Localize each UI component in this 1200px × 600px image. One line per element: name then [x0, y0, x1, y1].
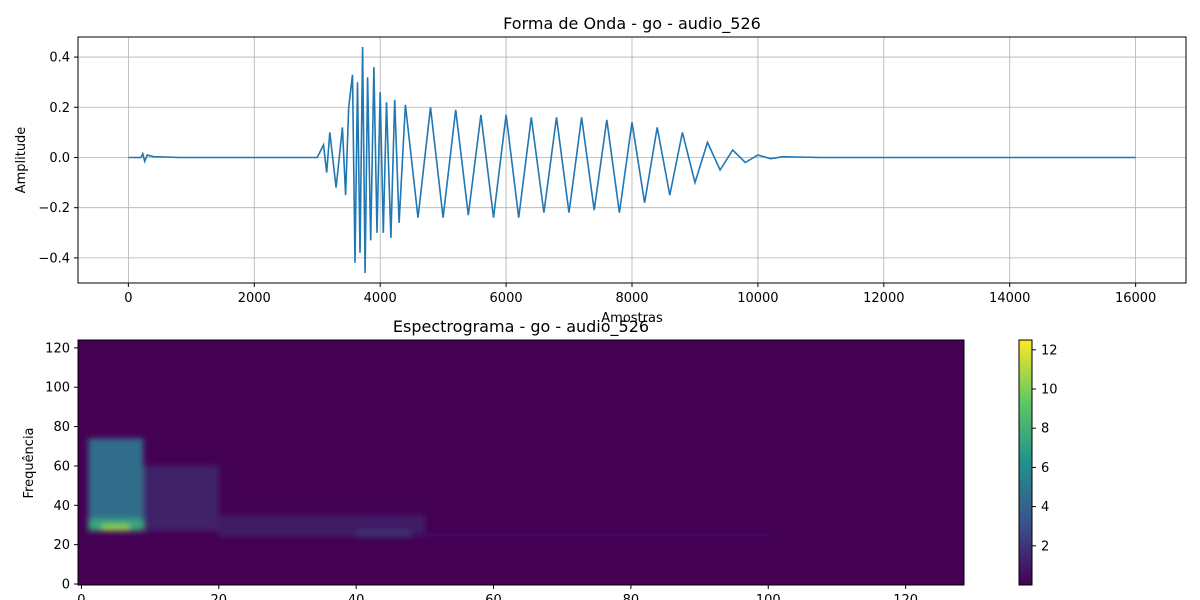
x-tick-label: 0 [77, 593, 85, 600]
x-tick-label: 10000 [737, 291, 778, 306]
waveform-x-ticks: 0 2000 4000 6000 8000 10000 12000 14000 16000 [124, 283, 1156, 306]
spectrogram-x-ticks: 0 20 40 60 80 100 120 [77, 585, 918, 600]
colorbar-tick-label: 8 [1041, 422, 1049, 437]
x-tick-label: 40 [348, 593, 365, 600]
x-tick-label: 4000 [364, 291, 397, 306]
y-tick-label: 80 [53, 420, 70, 435]
y-tick-label: 120 [45, 341, 70, 356]
colorbar-ticks: 2 4 6 8 10 12 [1032, 343, 1058, 554]
waveform-chart: 0 2000 4000 6000 8000 10000 12000 14000 16000 −0… [14, 14, 1187, 326]
colorbar-tick-label: 2 [1041, 539, 1049, 554]
x-tick-label: 16000 [1115, 291, 1156, 306]
waveform-line [128, 46, 1136, 274]
x-tick-label: 20 [211, 593, 228, 600]
spectrogram-axes-frame [77, 339, 965, 586]
y-tick-label: 100 [45, 381, 70, 396]
spectrogram-chart: 0 20 40 60 80 100 120 0 20 40 60 80 100 120 Espectro… [22, 317, 965, 600]
spectrogram-cell [102, 524, 130, 531]
waveform-title: Forma de Onda - go - audio_526 [503, 14, 761, 34]
y-tick-label: 20 [53, 538, 70, 553]
x-tick-label: 100 [756, 593, 781, 600]
x-tick-label: 60 [485, 593, 502, 600]
x-tick-label: 6000 [490, 291, 523, 306]
spectrogram-energy [88, 438, 769, 537]
waveform-y-label: Amplitude [14, 127, 29, 194]
spectrogram-title: Espectrograma - go - audio_526 [393, 317, 649, 337]
x-tick-label: 12000 [863, 291, 904, 306]
y-tick-label: 40 [53, 499, 70, 514]
colorbar-tick-label: 10 [1041, 383, 1058, 398]
colorbar-tick-label: 12 [1041, 343, 1058, 358]
y-tick-label: 0 [62, 578, 70, 593]
spectrogram-cell [143, 465, 219, 531]
y-tick-label: 0.2 [49, 101, 70, 116]
x-tick-label: 120 [893, 593, 918, 600]
x-tick-label: 14000 [989, 291, 1030, 306]
x-tick-label: 8000 [615, 291, 648, 306]
spectrogram-y-ticks: 0 20 40 60 80 100 120 [45, 341, 78, 593]
colorbar: 2 4 6 8 10 12 [1018, 339, 1058, 586]
x-tick-label: 80 [623, 593, 640, 600]
y-tick-label: 0.4 [49, 51, 70, 66]
spectrogram-cell [411, 532, 769, 537]
spectrogram-background [78, 340, 964, 585]
waveform-x-label: Amostras [601, 311, 663, 326]
waveform-y-ticks: −0.4 −0.2 0.0 0.2 0.4 [38, 51, 78, 266]
y-tick-label: 0.0 [49, 151, 70, 166]
colorbar-tick-label: 6 [1041, 461, 1049, 476]
colorbar-gradient [1018, 339, 1033, 586]
waveform-grid [78, 37, 1186, 283]
y-tick-label: 60 [53, 459, 70, 474]
spectrogram-cell [356, 530, 412, 537]
spectrogram-cell [88, 438, 144, 531]
spectrogram-y-label: Frequência [22, 427, 37, 498]
x-tick-label: 0 [124, 291, 132, 306]
y-tick-label: −0.2 [38, 201, 70, 216]
x-tick-label: 2000 [238, 291, 271, 306]
colorbar-tick-label: 4 [1041, 500, 1049, 515]
y-tick-label: −0.4 [38, 251, 70, 266]
